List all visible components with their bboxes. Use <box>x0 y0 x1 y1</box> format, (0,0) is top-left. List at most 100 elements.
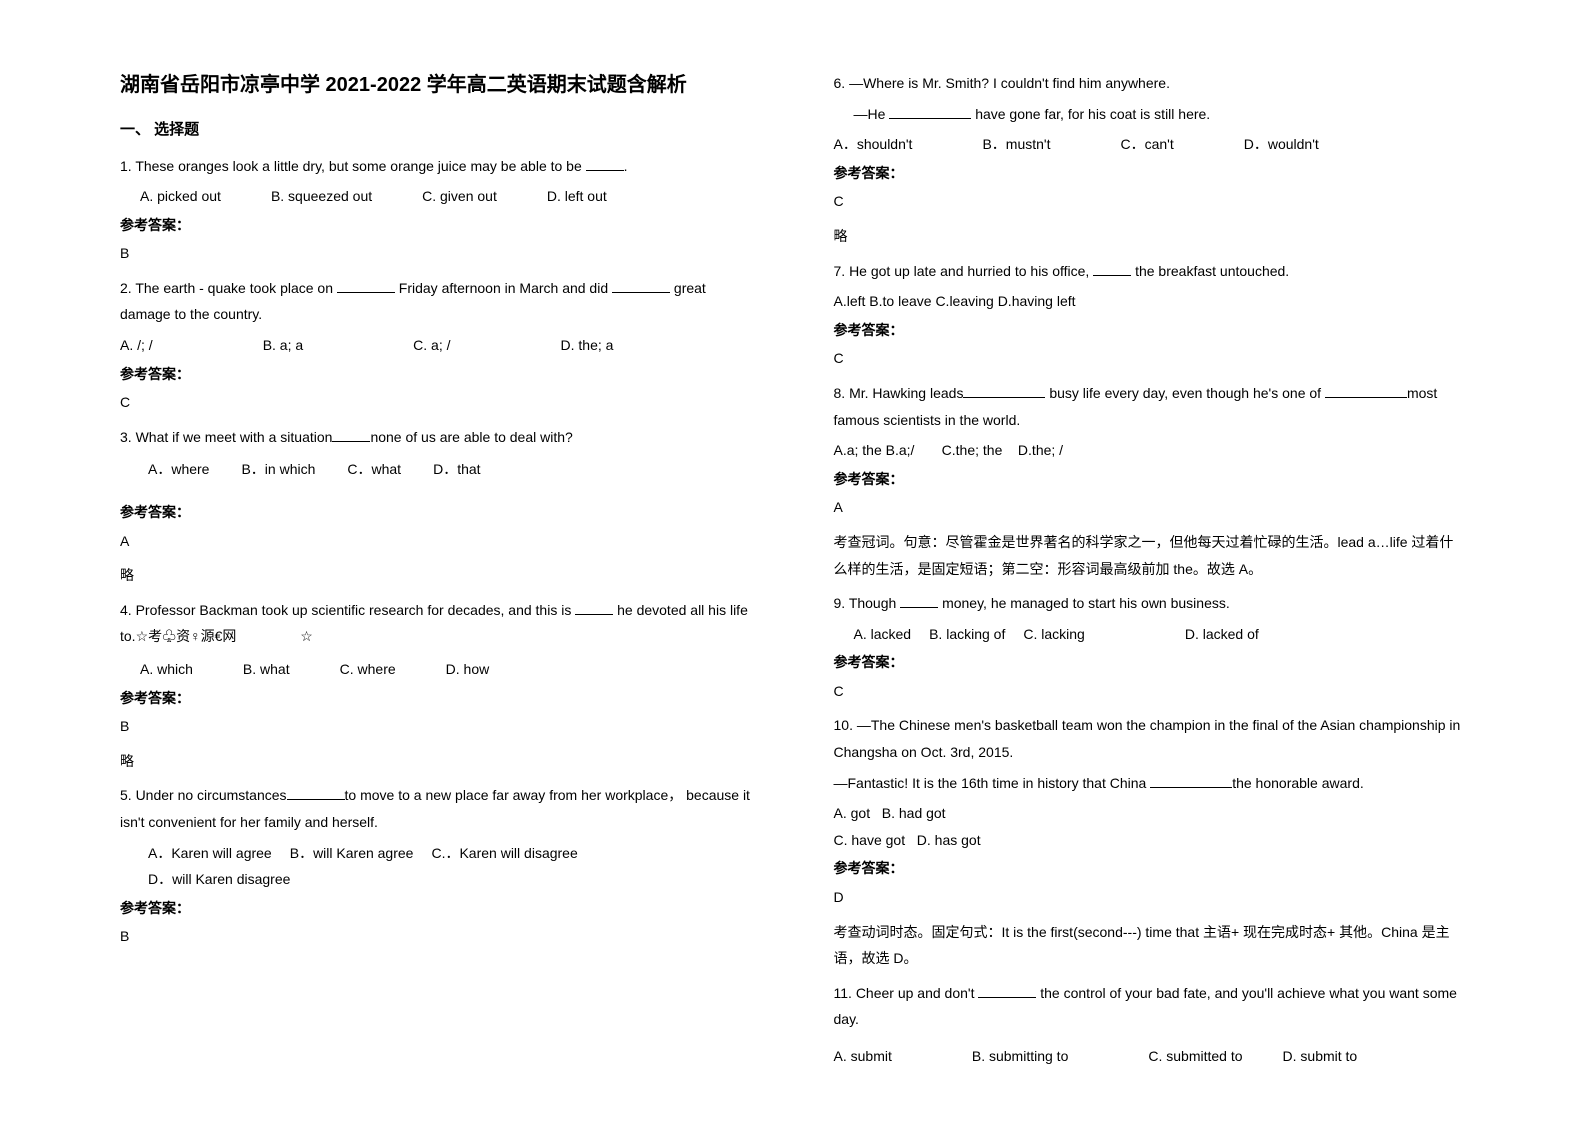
star-icon: ☆ <box>300 628 313 644</box>
q3-answer: A <box>120 528 754 555</box>
q10-answer: D <box>834 884 1468 911</box>
answer-label: 参考答案： <box>120 895 754 922</box>
q4-opt-d: D. how <box>446 656 490 683</box>
q3-stem-b: none of us are able to deal with? <box>370 429 572 445</box>
q9-opt-b: B. lacking of <box>929 621 1005 648</box>
question-6-line2: —He have gone far, for his coat is still… <box>834 101 1468 128</box>
q5-opt-d: D．will Karen disagree <box>148 866 290 893</box>
q4-omit: 略 <box>120 748 754 775</box>
answer-label: 参考答案： <box>834 649 1468 676</box>
q8-explain: 考查冠词。句意：尽管霍金是世界著名的科学家之一，但他每天过着忙碌的生活。lead… <box>834 529 1468 582</box>
q2-opt-a: A. /; / <box>120 332 153 359</box>
q9-opt-c: C. lacking <box>1023 621 1084 648</box>
blank <box>1150 787 1232 788</box>
answer-label: 参考答案： <box>120 361 754 388</box>
q5-opt-c: C.．Karen will disagree <box>431 840 577 867</box>
q3-opt-b: B．in which <box>241 456 315 483</box>
question-11: 11. Cheer up and don't the control of yo… <box>834 980 1468 1033</box>
question-6-line1: 6. —Where is Mr. Smith? I couldn't find … <box>834 70 1468 97</box>
q3-opt-a: A．where <box>148 456 209 483</box>
q1-options: A. picked out B. squeezed out C. given o… <box>120 183 754 210</box>
q8-stem-b: busy life every day, even though he's on… <box>1045 385 1324 401</box>
q2-stem-b: Friday afternoon in March and did <box>399 280 612 296</box>
q3-omit: 略 <box>120 562 754 589</box>
q6-options: A．shouldn't B．mustn't C．can't D．wouldn't <box>834 131 1468 158</box>
q6-line2b: have gone far, for his coat is still her… <box>975 106 1210 122</box>
blank <box>337 292 395 293</box>
q11-opt-d: D. submit to <box>1283 1043 1358 1070</box>
q3-options: A．where B．in which C．what D．that <box>120 456 754 483</box>
blank <box>978 997 1036 998</box>
answer-label: 参考答案： <box>120 685 754 712</box>
q11-opt-c: C. submitted to <box>1148 1043 1242 1070</box>
answer-label: 参考答案： <box>120 212 754 239</box>
question-5: 5. Under no circumstancesto move to a ne… <box>120 782 754 835</box>
q11-opt-a: A. submit <box>834 1043 892 1070</box>
answer-label: 参考答案： <box>834 160 1468 187</box>
blank <box>586 170 624 171</box>
q9-stem-a: 9. Though <box>834 595 901 611</box>
q10-explain: 考查动词时态。固定句式：It is the first(second---) t… <box>834 919 1468 972</box>
q7-options: A.left B.to leave C.leaving D.having lef… <box>834 288 1468 315</box>
q3-stem-a: 3. What if we meet with a situation <box>120 429 332 445</box>
q5-stem-a: 5. Under no circumstances <box>120 787 287 803</box>
q10-options-1: A. got B. had got <box>834 800 1468 827</box>
question-4: 4. Professor Backman took up scientific … <box>120 597 754 650</box>
right-column: 6. —Where is Mr. Smith? I couldn't find … <box>794 70 1488 1082</box>
q9-opt-d: D. lacked of <box>1185 621 1259 648</box>
blank <box>963 397 1045 398</box>
question-2: 2. The earth - quake took place on Frida… <box>120 275 754 328</box>
q10-line2b: the honorable award. <box>1232 775 1364 791</box>
q2-stem-a: 2. The earth - quake took place on <box>120 280 337 296</box>
q2-options: A. /; / B. a; a C. a; / D. the; a <box>120 332 754 359</box>
q6-opt-b: B．mustn't <box>982 131 1050 158</box>
q1-stem-b: . <box>624 158 628 174</box>
q9-opt-a: A. lacked <box>854 621 912 648</box>
question-1: 1. These oranges look a little dry, but … <box>120 153 754 180</box>
question-10-line2: —Fantastic! It is the 16th time in histo… <box>834 770 1468 797</box>
answer-label: 参考答案： <box>834 466 1468 493</box>
q1-opt-d: D. left out <box>547 183 607 210</box>
blank <box>1325 397 1407 398</box>
q1-opt-b: B. squeezed out <box>271 183 372 210</box>
q4-opt-b: B. what <box>243 656 290 683</box>
q8-stem-a: 8. Mr. Hawking leads <box>834 385 964 401</box>
left-column: 湖南省岳阳市凉亭中学 2021-2022 学年高二英语期末试题含解析 一、 选择… <box>100 70 794 1082</box>
q8-answer: A <box>834 494 1468 521</box>
q6-opt-c: C．can't <box>1120 131 1173 158</box>
blank <box>1093 275 1131 276</box>
q1-stem-a: 1. These oranges look a little dry, but … <box>120 158 586 174</box>
blank <box>900 607 938 608</box>
q11-options: A. submit B. submitting to C. submitted … <box>834 1043 1468 1070</box>
blank <box>889 118 971 119</box>
q5-opt-a: A．Karen will agree <box>148 840 272 867</box>
q2-opt-c: C. a; / <box>413 332 450 359</box>
q5-options: A．Karen will agree B．will Karen agree C.… <box>120 840 754 893</box>
question-9: 9. Though money, he managed to start his… <box>834 590 1468 617</box>
q1-opt-a: A. picked out <box>140 183 221 210</box>
q4-opt-c: C. where <box>340 656 396 683</box>
q7-answer: C <box>834 345 1468 372</box>
q4-answer: B <box>120 713 754 740</box>
q3-opt-d: D．that <box>433 456 480 483</box>
blank <box>575 614 613 615</box>
q7-stem-a: 7. He got up late and hurried to his off… <box>834 263 1094 279</box>
section-heading: 一、 选择题 <box>120 116 754 145</box>
q4-stem-a: 4. Professor Backman took up scientific … <box>120 602 575 618</box>
q6-line2a: —He <box>854 106 890 122</box>
q10-line2a: —Fantastic! It is the 16th time in histo… <box>834 775 1151 791</box>
q10-options-2: C. have got D. has got <box>834 827 1468 854</box>
page-title: 湖南省岳阳市凉亭中学 2021-2022 学年高二英语期末试题含解析 <box>120 70 754 100</box>
question-10-line1: 10. —The Chinese men's basketball team w… <box>834 712 1468 765</box>
q2-answer: C <box>120 389 754 416</box>
blank <box>287 799 345 800</box>
q2-opt-b: B. a; a <box>263 332 303 359</box>
q1-opt-c: C. given out <box>422 183 497 210</box>
q11-opt-b: B. submitting to <box>972 1043 1069 1070</box>
q9-options: A. lacked B. lacking of C. lacking D. la… <box>834 621 1468 648</box>
q7-stem-b: the breakfast untouched. <box>1131 263 1289 279</box>
q6-opt-a: A．shouldn't <box>834 131 913 158</box>
question-3: 3. What if we meet with a situation none … <box>120 424 754 451</box>
q4-opt-a: A. which <box>140 656 193 683</box>
q5-opt-b: B．will Karen agree <box>290 840 414 867</box>
